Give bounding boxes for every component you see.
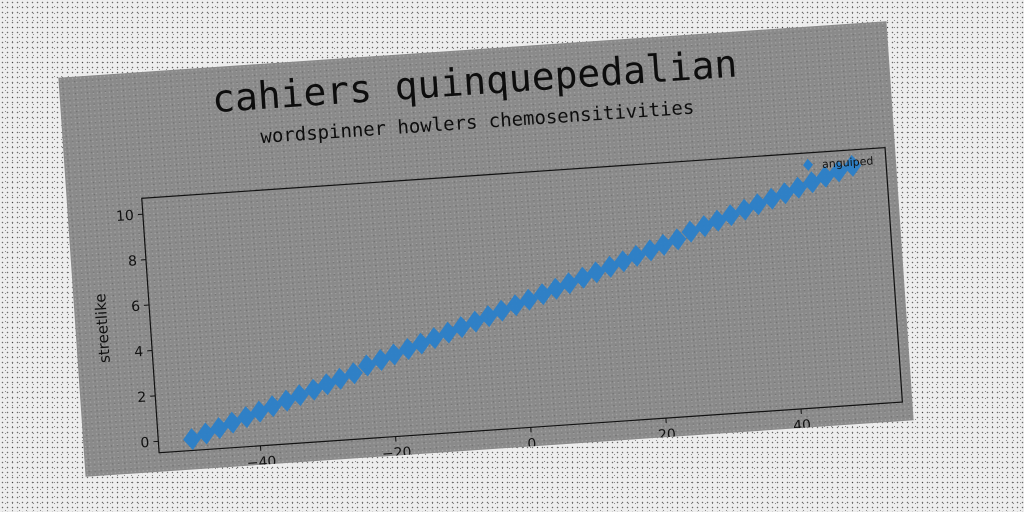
y-tick-label: 0 <box>140 435 150 452</box>
x-axis-label: monocondylian <box>474 440 590 466</box>
legend-entry-label: anguiped <box>822 154 874 170</box>
chart-figure: cahiers quinquepedalian wordspinner howl… <box>58 21 913 477</box>
legend-marker <box>803 159 814 172</box>
x-tick-label: 40 <box>793 417 812 434</box>
y-axis: 0 2 4 6 8 10 <box>116 207 159 452</box>
legend: anguiped <box>803 154 874 172</box>
y-tick-label: 4 <box>134 344 144 361</box>
y-axis-label: streetlike <box>91 293 114 364</box>
scatter-plot: −40 −20 0 20 40 0 2 4 6 8 10 monocondylian street… <box>58 21 913 477</box>
data-point <box>182 427 201 450</box>
x-tick-label: −40 <box>246 454 277 472</box>
y-tick-label: 8 <box>128 253 138 270</box>
x-tick-label: 20 <box>658 427 677 444</box>
y-tick-label: 10 <box>116 208 135 225</box>
data-series <box>167 154 878 450</box>
y-tick-label: 6 <box>131 299 141 316</box>
x-tick-label: −20 <box>381 445 412 463</box>
y-tick-label: 2 <box>137 390 147 407</box>
